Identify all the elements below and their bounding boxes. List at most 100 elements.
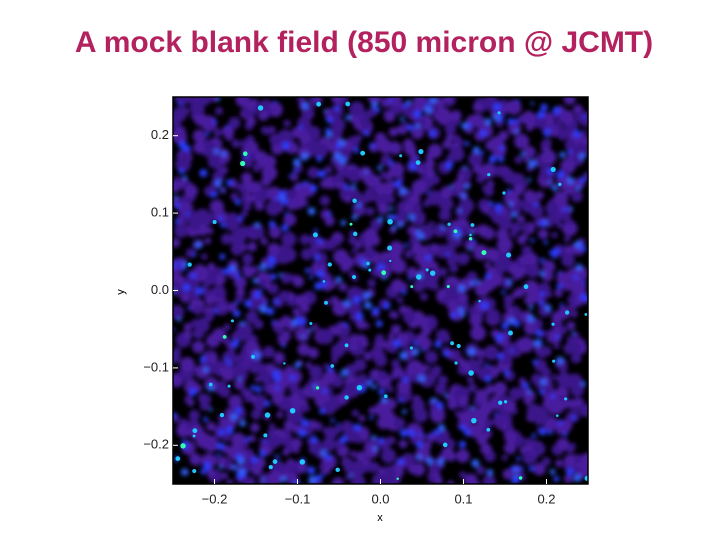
noise-blob (178, 101, 182, 106)
noise-blob (326, 117, 333, 124)
noise-blob (215, 164, 223, 171)
noise-blob (526, 264, 540, 278)
noise-blob (233, 309, 241, 318)
noise-blob (452, 189, 459, 197)
noise-blob (556, 222, 563, 229)
noise-blob (368, 406, 377, 415)
noise-blob (514, 129, 519, 134)
noise-blob (259, 437, 267, 445)
source-blob (335, 467, 340, 473)
noise-blob (201, 253, 208, 260)
noise-blob (506, 99, 522, 115)
noise-blob (424, 106, 433, 114)
noise-blob (446, 441, 454, 449)
noise-blob (569, 442, 577, 450)
noise-blob (580, 381, 586, 387)
noise-blob (319, 408, 326, 415)
noise-blob (212, 272, 226, 286)
noise-blob (356, 373, 369, 386)
noise-blob (527, 314, 535, 323)
noise-blob (556, 437, 570, 451)
noise-blob (180, 423, 188, 430)
noise-blob (175, 156, 192, 173)
noise-blob (377, 203, 389, 215)
noise-blob (523, 382, 529, 389)
noise-blob (225, 341, 233, 348)
noise-blob (463, 473, 478, 484)
source-blob (272, 459, 278, 464)
noise-blob (480, 277, 496, 292)
noise-blob (374, 401, 390, 417)
noise-blob (470, 325, 486, 341)
noise-blob (321, 437, 336, 452)
noise-blob (231, 139, 241, 148)
noise-blob (350, 475, 366, 484)
noise-blob (325, 454, 332, 461)
noise-blob (299, 234, 311, 245)
noise-blob (293, 158, 301, 167)
noise-blob (353, 358, 367, 372)
noise-blob (394, 212, 408, 227)
noise-blob (259, 450, 266, 457)
source-blob (330, 364, 335, 368)
noise-blob (447, 399, 458, 410)
noise-blob (265, 200, 281, 217)
noise-blob (386, 385, 394, 393)
noise-blob (236, 456, 245, 465)
noise-blob (267, 256, 276, 264)
noise-blob (475, 389, 489, 403)
source-blob (227, 384, 231, 388)
noise-blob (392, 366, 404, 378)
noise-blob (320, 281, 328, 288)
source-blob (349, 222, 353, 226)
noise-blob (486, 308, 501, 323)
noise-blob (552, 106, 561, 115)
noise-blob (230, 265, 237, 272)
source-blob (442, 442, 448, 448)
noise-blob (371, 306, 380, 315)
y-axis-label: y (115, 289, 127, 295)
noise-blob (316, 156, 323, 162)
noise-blob (364, 170, 368, 174)
noise-blob (304, 268, 310, 274)
noise-blob (458, 410, 474, 427)
noise-blob (375, 333, 385, 343)
noise-blob (488, 155, 497, 164)
noise-blob (443, 97, 453, 104)
noise-blob (562, 220, 578, 237)
noise-blob (540, 345, 552, 357)
source-blob (268, 465, 273, 470)
noise-blob (422, 348, 426, 352)
source-blob (389, 259, 392, 263)
noise-blob (195, 287, 204, 295)
noise-blob (428, 220, 435, 227)
source-blob (208, 382, 213, 387)
noise-blob (200, 468, 207, 475)
noise-blob (174, 107, 188, 121)
noise-blob (413, 255, 420, 262)
noise-blob (363, 130, 370, 136)
noise-blob (521, 223, 530, 232)
noise-blob (458, 284, 466, 292)
noise-blob (571, 310, 578, 318)
noise-blob (363, 291, 371, 300)
noise-blob (213, 191, 219, 197)
noise-blob (371, 101, 378, 108)
noise-blob (216, 442, 225, 451)
noise-blob (189, 388, 197, 396)
noise-blob (187, 306, 191, 310)
noise-blob (258, 289, 263, 294)
noise-blob (497, 419, 505, 426)
noise-blob (182, 283, 191, 292)
noise-blob (476, 224, 490, 238)
noise-blob (501, 454, 508, 461)
noise-blob (528, 159, 537, 168)
x-tick-label: 0.1 (454, 491, 472, 506)
noise-blob (396, 296, 404, 304)
noise-blob (521, 200, 535, 213)
noise-blob (444, 393, 448, 398)
noise-blob (514, 155, 523, 164)
noise-blob (264, 400, 271, 407)
noise-blob (542, 385, 552, 395)
noise-blob (566, 336, 574, 343)
